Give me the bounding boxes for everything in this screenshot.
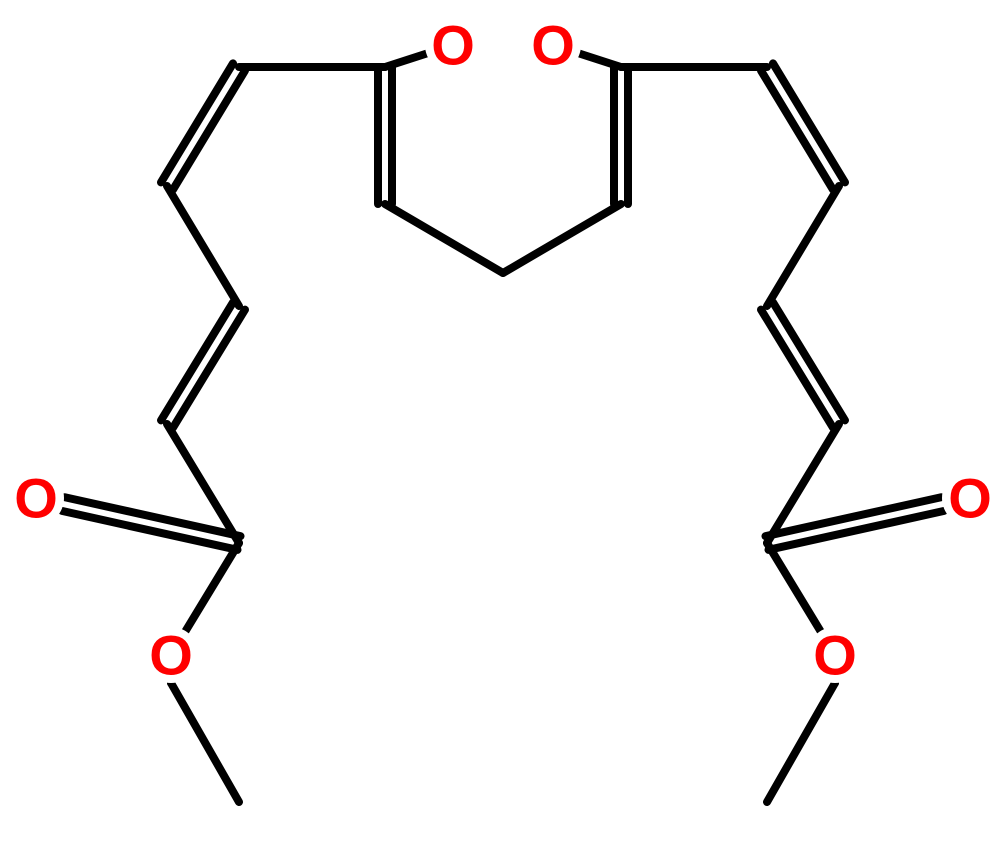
bond xyxy=(767,186,839,306)
bond xyxy=(761,310,833,428)
bond xyxy=(186,543,239,631)
atom-label-o: O xyxy=(431,14,475,77)
atom-label-o: O xyxy=(948,467,992,530)
bond xyxy=(580,54,621,67)
bond xyxy=(773,63,845,182)
bond xyxy=(173,71,245,190)
bond xyxy=(503,204,621,273)
bond xyxy=(761,71,833,190)
atom-label-o: O xyxy=(531,14,575,77)
molecule-diagram: OOOOOO xyxy=(0,0,1006,845)
bond xyxy=(385,54,426,67)
bond xyxy=(767,683,835,802)
bond xyxy=(385,204,503,273)
atom-label-o: O xyxy=(149,624,193,687)
bond xyxy=(173,310,245,428)
bond xyxy=(773,302,845,420)
atom-label-o: O xyxy=(813,624,857,687)
bond xyxy=(767,543,820,631)
bond xyxy=(171,683,239,802)
bond xyxy=(161,302,233,420)
atom-label-o: O xyxy=(14,467,58,530)
bond xyxy=(167,186,239,306)
bond xyxy=(161,63,233,182)
